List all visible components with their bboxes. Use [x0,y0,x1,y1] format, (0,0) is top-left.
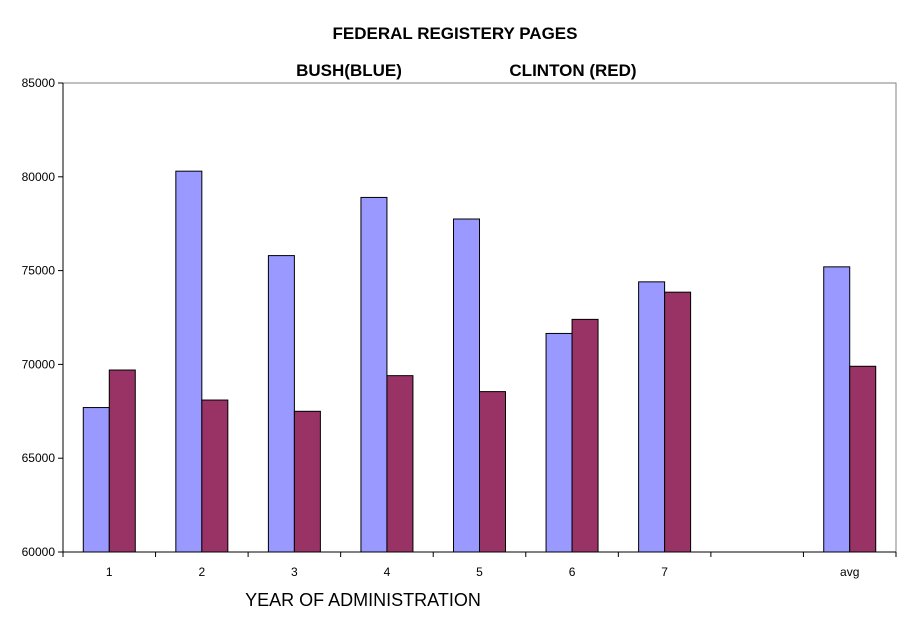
chart-title: FEDERAL REGISTERY PAGES [333,24,578,43]
chart-subtitle-bush: BUSH(BLUE) [296,61,402,80]
bar-clinton [386,375,414,553]
bar-bush [823,266,851,553]
bar-bush [175,170,203,553]
x-tick-label: 1 [106,565,113,579]
bar-clinton [571,318,599,553]
y-tick-label: 75000 [22,264,56,278]
x-tick-label: 7 [661,565,668,579]
y-tick-label: 60000 [22,545,56,559]
bar-bush [638,281,666,553]
x-tick-label: avg [840,565,859,579]
x-tick-label: 6 [569,565,576,579]
x-tick-label: 3 [291,565,298,579]
y-tick-label: 70000 [22,357,56,371]
bar-bush [360,196,388,553]
bar-bush [267,255,295,553]
x-tick-label: 5 [476,565,483,579]
bars-group [82,170,877,553]
y-tick-label: 65000 [22,451,56,465]
bar-clinton [108,369,136,553]
x-tick-label: 4 [384,565,391,579]
bar-clinton [849,365,877,553]
bar-clinton [664,291,692,553]
bar-bush [545,332,573,553]
bar-clinton [201,399,229,553]
y-tick-label: 85000 [22,76,56,90]
y-tick-label: 80000 [22,170,56,184]
x-tick-label: 2 [198,565,205,579]
bar-clinton [293,410,321,553]
bar-bush [82,407,110,553]
axes-group: 60000 65000 70000 75000 80000 85000 1 2 3 4 5 6 7 avg [22,76,897,579]
chart-subtitle-clinton: CLINTON (RED) [509,61,636,80]
x-axis-title: YEAR OF ADMINISTRATION [245,590,481,610]
bar-clinton [479,391,506,553]
bar-bush [453,218,480,553]
